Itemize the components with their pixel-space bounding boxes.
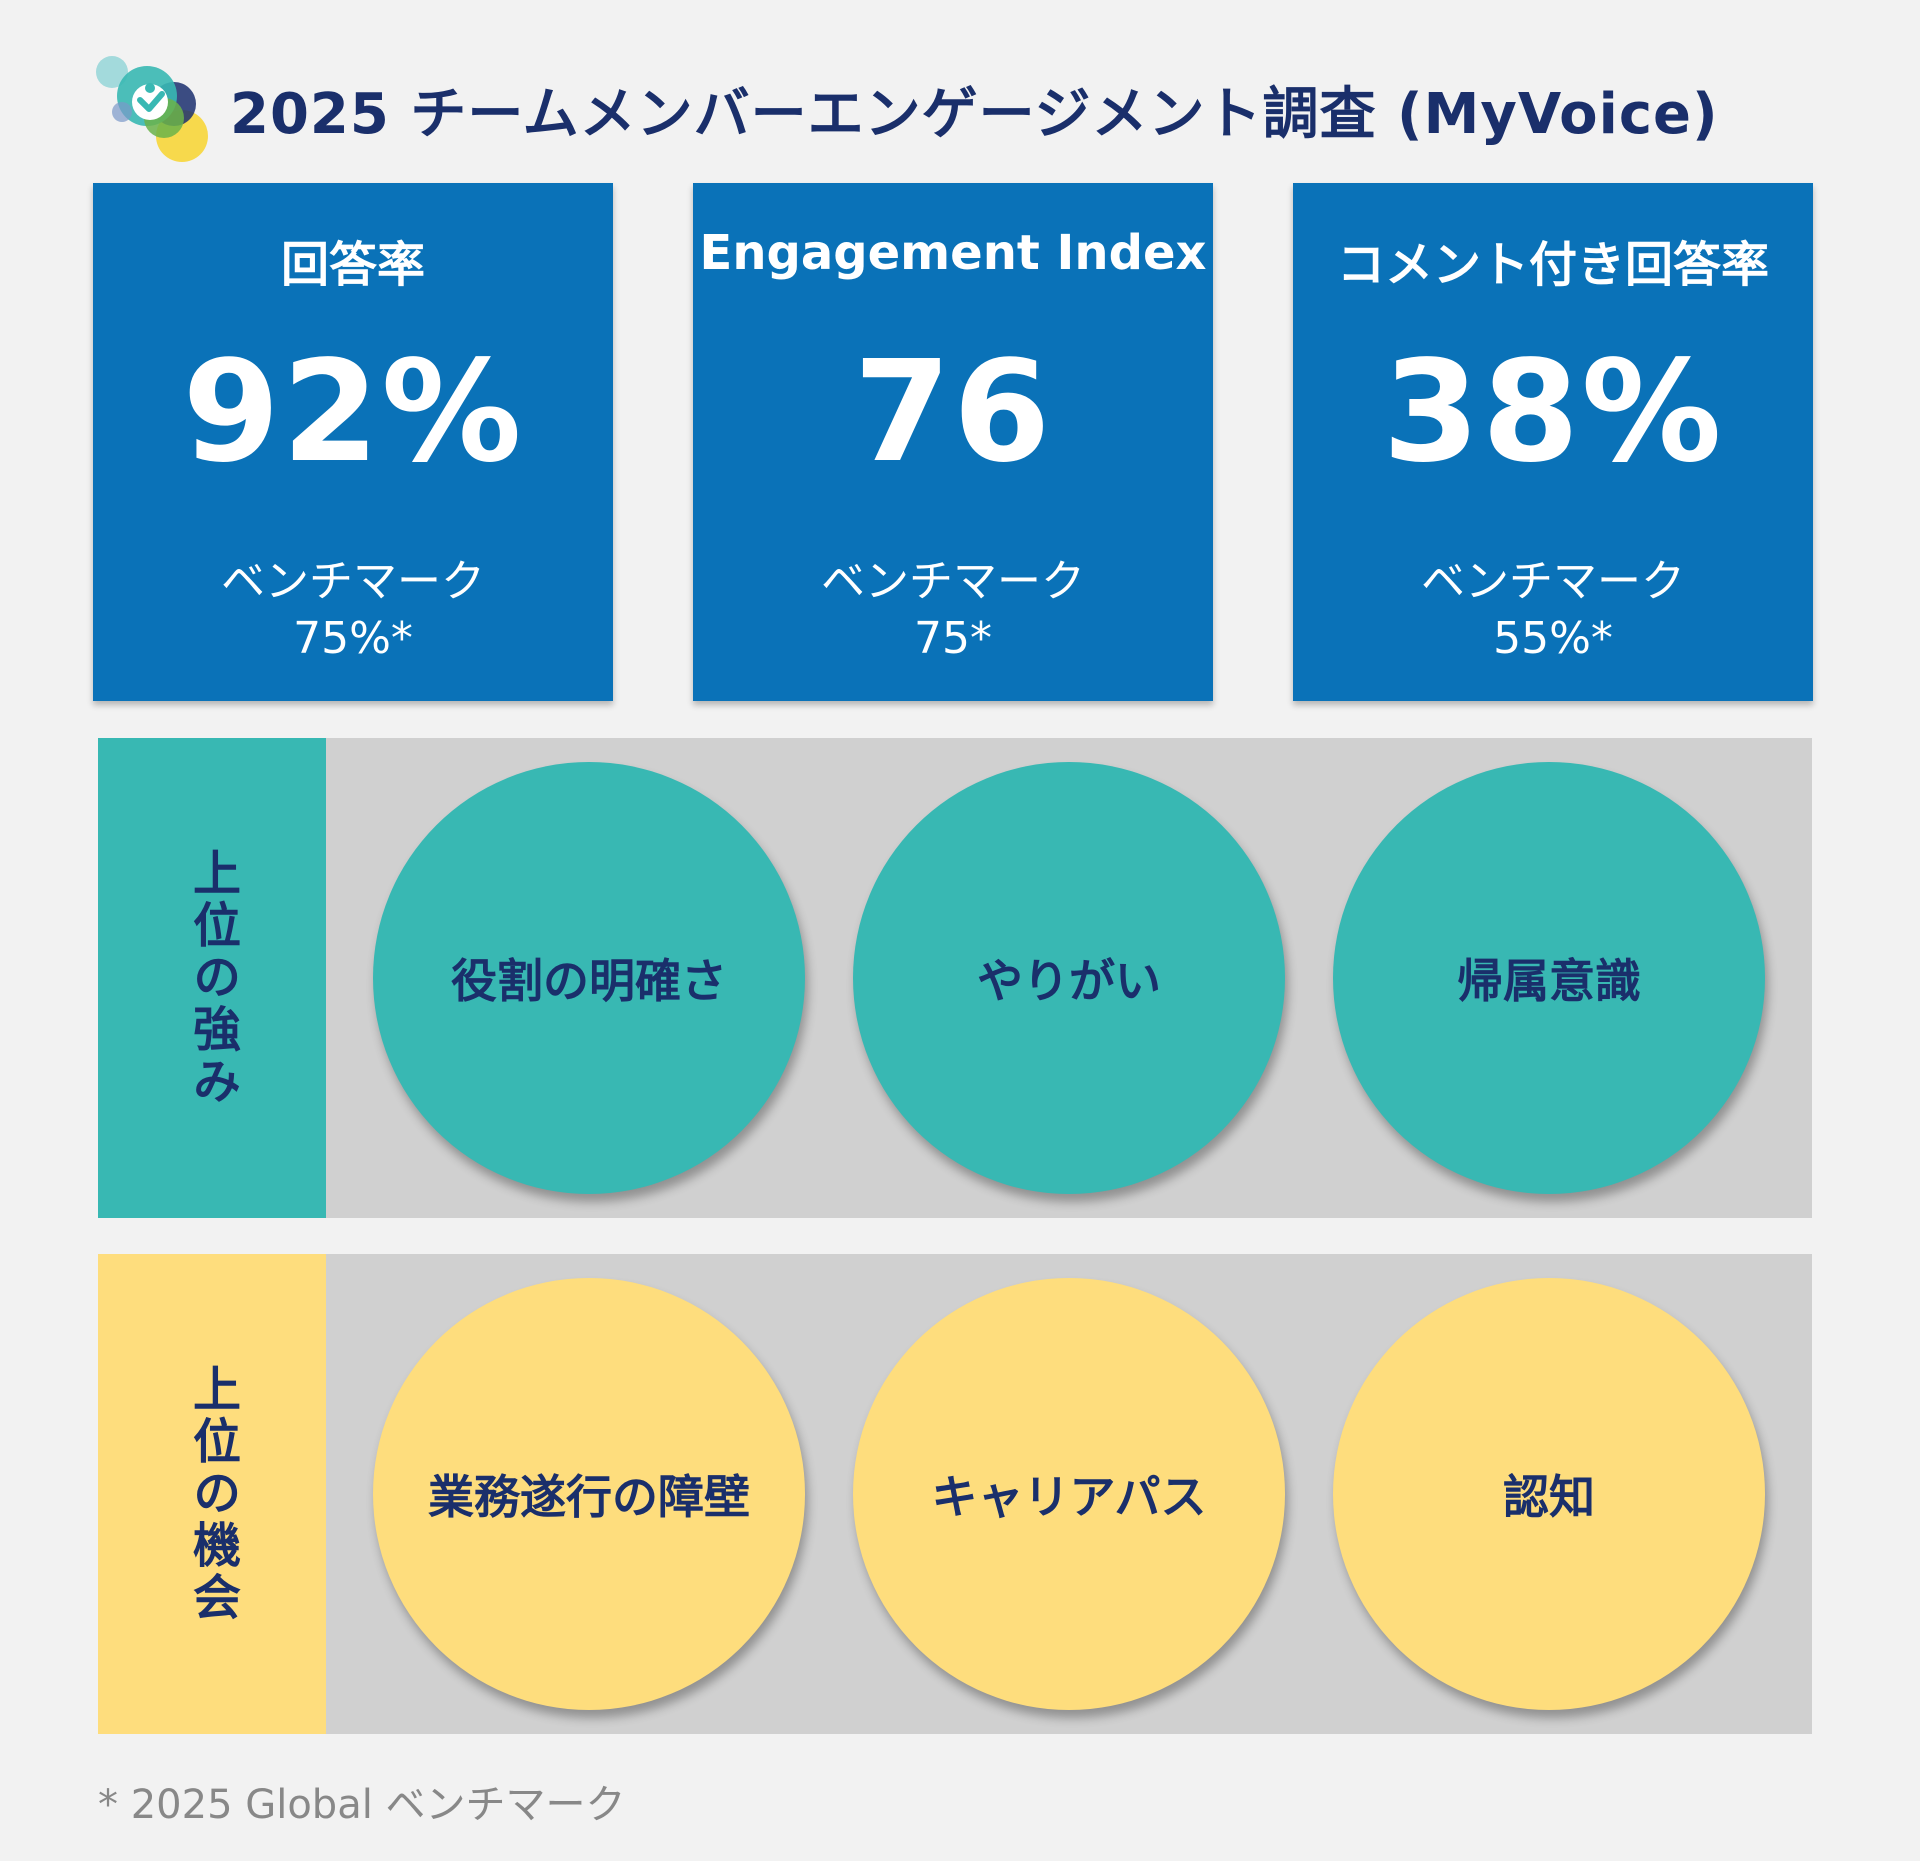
metric-value: 38% bbox=[1382, 331, 1724, 494]
metric-benchmark: ベンチマーク 75* bbox=[693, 553, 1213, 667]
strengths-label: 上位の強み bbox=[184, 848, 240, 1108]
opportunities-panel: 上位の機会 業務遂行の障壁 キャリアパス 認知 bbox=[98, 1254, 1812, 1734]
metric-benchmark: ベンチマーク 75%* bbox=[93, 553, 613, 667]
metric-label: コメント付き回答率 bbox=[1336, 237, 1769, 293]
metric-label: 回答率 bbox=[280, 237, 425, 293]
metric-benchmark: ベンチマーク 55%* bbox=[1293, 553, 1813, 667]
benchmark-label: ベンチマーク bbox=[221, 556, 485, 607]
opportunity-item: 認知 bbox=[1333, 1278, 1765, 1710]
header: 2025 チームメンバーエンゲージメント調査 (MyVoice) bbox=[92, 54, 1719, 164]
metric-value: 76 bbox=[853, 331, 1053, 494]
opportunities-label: 上位の機会 bbox=[184, 1364, 240, 1624]
benchmark-value: 75* bbox=[914, 613, 992, 665]
metric-label: Engagement Index bbox=[699, 225, 1207, 281]
opportunities-label-bar: 上位の機会 bbox=[98, 1254, 326, 1734]
strength-item: 帰属意識 bbox=[1333, 762, 1765, 1194]
strengths-label-bar: 上位の強み bbox=[98, 738, 326, 1218]
opportunity-item: 業務遂行の障壁 bbox=[373, 1278, 805, 1710]
benchmark-value: 75%* bbox=[293, 613, 413, 665]
metric-card-engagement-index: Engagement Index 76 ベンチマーク 75* bbox=[693, 183, 1213, 701]
footnote: * 2025 Global ベンチマーク bbox=[98, 1782, 626, 1828]
benchmark-value: 55%* bbox=[1493, 613, 1613, 665]
metric-value: 92% bbox=[182, 331, 524, 494]
benchmark-label: ベンチマーク bbox=[1421, 556, 1685, 607]
benchmark-label: ベンチマーク bbox=[821, 556, 1085, 607]
strength-item: 役割の明確さ bbox=[373, 762, 805, 1194]
opportunity-item: キャリアパス bbox=[853, 1278, 1285, 1710]
strengths-panel: 上位の強み 役割の明確さ やりがい 帰属意識 bbox=[98, 738, 1812, 1218]
metric-card-comment-rate: コメント付き回答率 38% ベンチマーク 55%* bbox=[1293, 183, 1813, 701]
page-title: 2025 チームメンバーエンゲージメント調査 (MyVoice) bbox=[230, 81, 1719, 147]
metric-card-response-rate: 回答率 92% ベンチマーク 75%* bbox=[93, 183, 613, 701]
myvoice-logo-icon bbox=[92, 54, 212, 164]
strength-item: やりがい bbox=[853, 762, 1285, 1194]
